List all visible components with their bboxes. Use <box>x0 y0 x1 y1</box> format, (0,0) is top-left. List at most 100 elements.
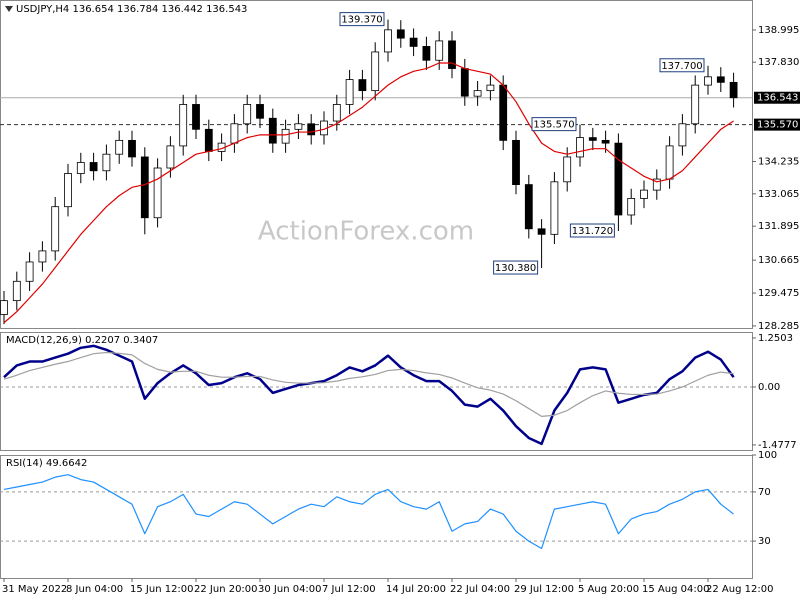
candle-body <box>524 184 533 230</box>
candle-body <box>192 104 200 130</box>
candle-body <box>294 123 303 130</box>
x-tick-label: 22 Aug 12:00 <box>706 584 773 595</box>
candle-body <box>115 139 124 155</box>
y-tick-label: 134.235 <box>758 157 799 168</box>
candle-body <box>307 123 316 136</box>
panel-title: RSI(14) 49.6642 <box>6 458 87 469</box>
annotation-box <box>569 223 615 238</box>
x-tick-label: 31 May 2022 <box>2 584 67 595</box>
candle-body <box>371 51 380 92</box>
candle-body <box>460 68 469 97</box>
candle-body <box>89 162 98 172</box>
series-line <box>3 474 734 550</box>
candle-body <box>384 29 392 53</box>
y-tick-label: 137.830 <box>758 57 799 68</box>
candle-body <box>128 139 136 158</box>
candle-body <box>0 300 8 315</box>
y-tick-label: 30 <box>758 536 771 547</box>
price-box <box>754 91 800 104</box>
x-tick-label: 14 Jul 20:00 <box>386 584 446 595</box>
series-line <box>3 62 734 324</box>
candle-body <box>153 167 162 219</box>
price-label: 136.543 <box>757 93 798 104</box>
panel-title: USDJPY,H4 136.654 136.784 136.442 136.54… <box>16 4 247 15</box>
candle-body <box>140 156 149 219</box>
candle-body <box>704 76 712 86</box>
panel-frame <box>0 0 753 329</box>
candle-body <box>230 123 239 144</box>
candle-body <box>512 139 520 185</box>
y-tick-label: 130.665 <box>758 255 799 266</box>
x-tick-label: 22 Jul 04:00 <box>450 584 510 595</box>
price-box <box>754 118 800 131</box>
candle-body <box>51 206 60 252</box>
x-tick-label: 30 Jun 04:00 <box>258 584 322 595</box>
y-tick-label: 100 <box>758 450 777 461</box>
annotation-label: 135.570 <box>533 120 574 131</box>
candle-body <box>76 162 85 174</box>
candle-body <box>563 156 572 183</box>
candle-body <box>665 145 674 180</box>
candle-body <box>499 84 508 141</box>
x-tick-label: 22 Jun 20:00 <box>194 584 258 595</box>
candle-body <box>204 128 213 152</box>
x-tick-label: 29 Jul 12:00 <box>514 584 574 595</box>
candle-body <box>448 40 456 69</box>
series-line <box>3 344 735 446</box>
candle-body <box>256 104 264 119</box>
candle-body <box>678 123 687 147</box>
x-tick-label: 7 Jul 12:00 <box>322 584 376 595</box>
candle-body <box>358 79 367 92</box>
candle-body <box>486 84 495 92</box>
candle-body <box>627 198 636 216</box>
candle-body <box>601 139 610 144</box>
candle-body <box>268 117 277 144</box>
y-tick-label: 131.895 <box>758 221 799 232</box>
candle-body <box>435 40 444 61</box>
candle-body <box>576 137 584 158</box>
candle-body <box>64 173 72 208</box>
candle-body <box>588 137 597 141</box>
y-tick-label: -1.4777 <box>758 440 797 451</box>
y-tick-label: 133.065 <box>758 189 799 200</box>
x-tick-label: 5 Aug 20:00 <box>578 584 639 595</box>
candle-body <box>25 261 34 282</box>
x-tick-label: 15 Jun 12:00 <box>130 584 194 595</box>
annotation-box <box>339 12 385 27</box>
annotation-box <box>531 117 577 132</box>
candle-body <box>243 104 252 125</box>
candle-body <box>716 76 725 83</box>
candle-body <box>102 153 111 172</box>
candle-body <box>281 128 290 144</box>
price-label: 135.570 <box>757 120 798 131</box>
y-tick-label: 129.475 <box>758 288 799 299</box>
menu-icon <box>5 6 13 12</box>
x-tick-label: 8 Jun 04:00 <box>66 584 123 595</box>
series-line <box>3 351 734 418</box>
candle-body <box>729 81 738 99</box>
candle-body <box>652 178 661 191</box>
candle-body <box>12 280 21 302</box>
panel-frame <box>0 332 753 451</box>
candle-body <box>179 104 188 147</box>
candle-body <box>166 145 175 169</box>
candle-body <box>38 250 47 263</box>
annotation-label: 137.700 <box>661 61 702 72</box>
candle-body <box>409 37 418 47</box>
y-tick-label: 138.995 <box>758 25 799 36</box>
y-tick-label: 0.00 <box>758 382 780 393</box>
annotation-label: 130.380 <box>495 263 536 274</box>
candle-body <box>550 181 559 235</box>
watermark: ActionForex.com <box>258 217 474 247</box>
candle-body <box>473 90 482 97</box>
candle-body <box>422 46 431 61</box>
candle-body <box>537 228 546 235</box>
x-tick-label: 15 Aug 04:00 <box>642 584 709 595</box>
panel-frame <box>0 455 753 579</box>
candle-body <box>396 29 405 39</box>
annotation-label: 131.720 <box>572 226 613 237</box>
annotation-box <box>493 260 539 275</box>
candle-body <box>345 79 354 105</box>
